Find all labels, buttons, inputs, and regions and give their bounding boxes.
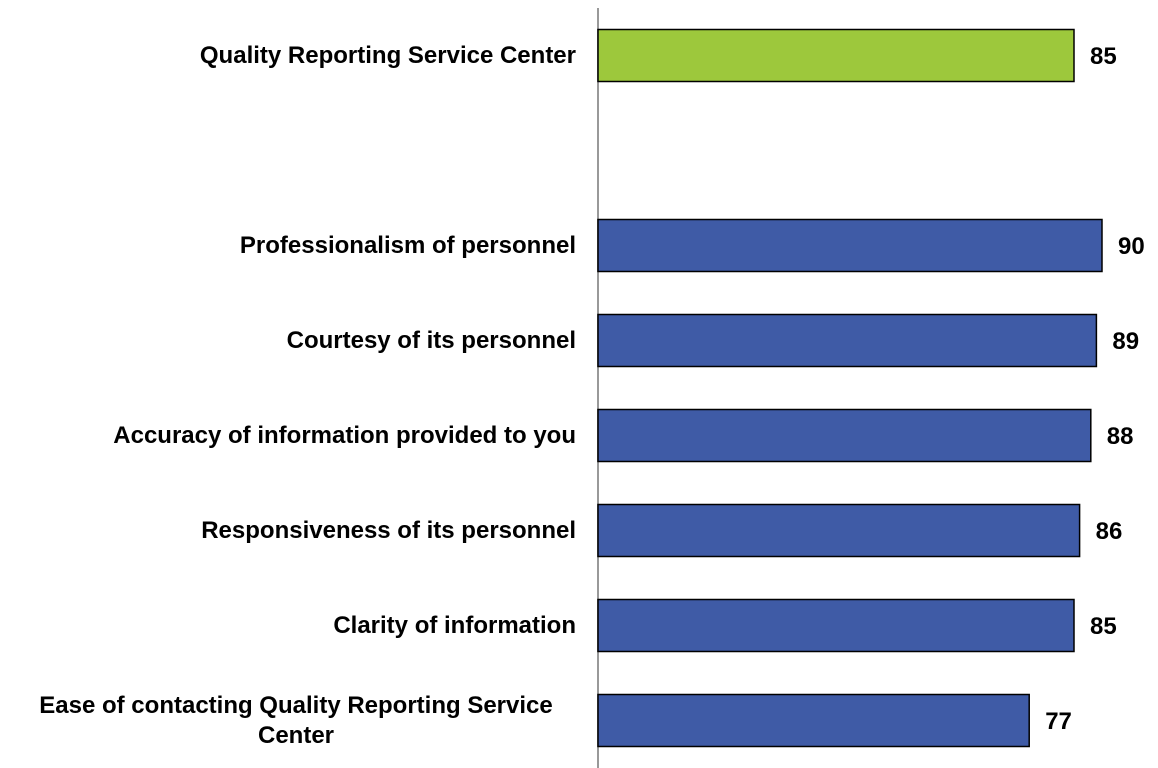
bar [597, 218, 1103, 273]
data-label: 85 [1090, 43, 1117, 70]
category-label: Responsiveness of its personnel [201, 516, 576, 544]
category-label-box: Courtesy of its personnel [1, 326, 576, 356]
data-label: 89 [1112, 328, 1139, 355]
bar [597, 503, 1081, 558]
category-label-box: Accuracy of information provided to you [1, 421, 576, 451]
category-label-box: Professionalism of personnel [1, 231, 576, 261]
data-label: 86 [1096, 518, 1123, 545]
data-label: 88 [1107, 423, 1134, 450]
category-label: Courtesy of its personnel [286, 326, 576, 354]
category-label: Ease of contacting Quality Reporting Ser… [39, 691, 553, 749]
data-label: 77 [1045, 708, 1072, 735]
category-label: Clarity of information [333, 611, 576, 639]
category-label-box: Ease of contacting Quality Reporting Ser… [1, 691, 576, 751]
category-label-box: Quality Reporting Service Center [1, 41, 576, 71]
data-label: 90 [1118, 233, 1145, 260]
bar [597, 313, 1098, 368]
category-label: Professionalism of personnel [239, 231, 576, 259]
category-label-box: Clarity of information [1, 611, 576, 641]
bar [597, 693, 1030, 748]
category-label-box: Responsiveness of its personnel [1, 516, 576, 546]
bar [597, 28, 1075, 83]
bar [597, 598, 1075, 653]
data-label: 85 [1090, 613, 1117, 640]
category-label: Quality Reporting Service Center [199, 41, 576, 69]
category-label: Accuracy of information provided to you [113, 421, 576, 449]
bar [597, 408, 1092, 463]
